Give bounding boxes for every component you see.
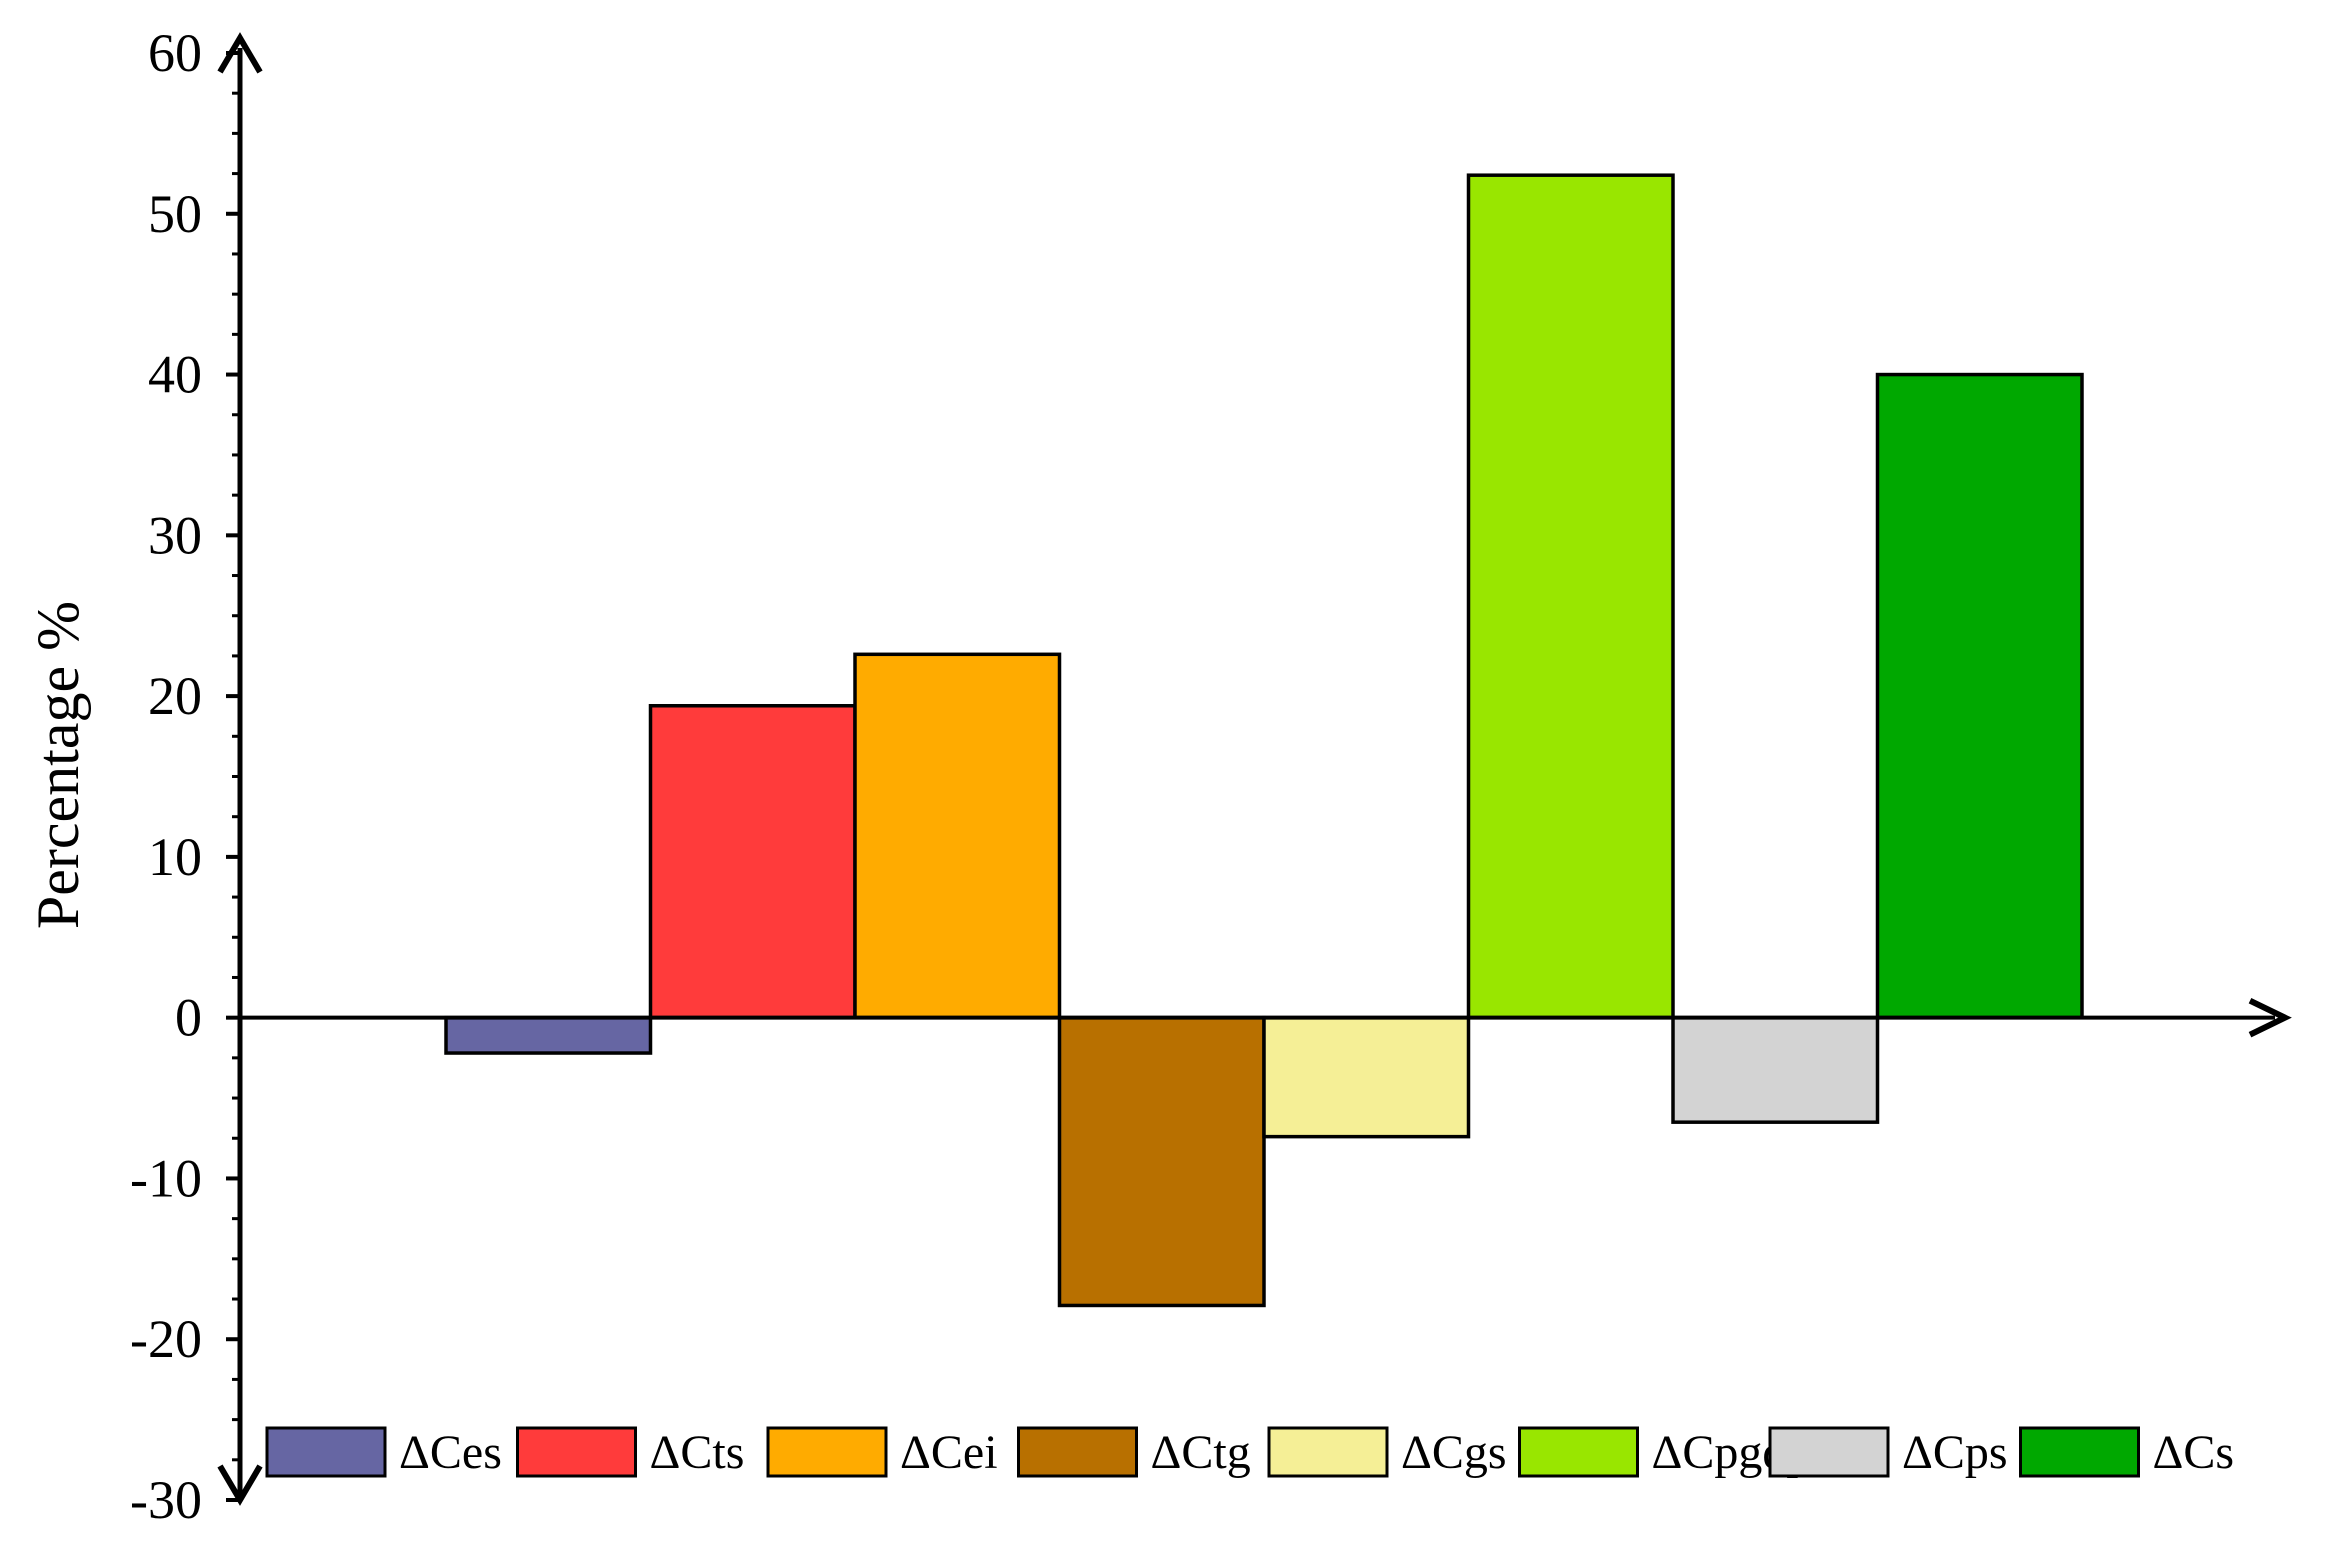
legend-label: ΔCtg [1151,1426,1251,1479]
x-axis-arrow [2248,997,2292,1038]
y-tick-label: 30 [148,505,202,565]
y-tick-label: 60 [148,23,202,83]
legend-label: ΔCes [399,1426,502,1479]
y-tick-label: 20 [148,666,202,726]
y-tick-label: -30 [130,1470,202,1530]
bar-2 [648,704,857,1020]
bar-1 [444,1015,653,1055]
bar-8 [1875,372,2084,1020]
legend-label: ΔCts [650,1426,745,1479]
legend-swatch [1768,1426,1890,1478]
y-tick-label: 40 [148,345,202,405]
bars [444,173,2084,1308]
legend-label: ΔCs [2153,1426,2235,1479]
legend-label: ΔCei [900,1426,998,1479]
legend-swatch [1518,1426,1639,1478]
y-tick-label: 0 [175,988,202,1048]
legend-label: ΔCps [1902,1426,2008,1479]
legend-swatch [1017,1426,1138,1478]
y-axis-ticks: -30 -20 -10 0 10 20 30 40 50 60 [130,23,240,1530]
y-tick-label: 50 [148,184,202,244]
legend-swatch [766,1426,888,1478]
y-axis-arrow-bottom [217,1464,263,1506]
bar-3 [853,652,1062,1020]
legend-swatch [2019,1426,2140,1478]
axes [217,32,2292,1506]
bar-6 [1466,173,1675,1020]
y-axis-title: Percentage % [25,601,91,929]
legend-swatch [265,1426,387,1478]
legend-swatch [516,1426,637,1478]
y-tick-label: -20 [130,1309,202,1369]
y-tick-label: -10 [130,1148,202,1208]
legend: ΔCes ΔCts ΔCei ΔCtg ΔCgs ΔCpgdp ΔCps ΔCs [265,1426,2235,1479]
legend-swatch [1267,1426,1389,1478]
legend-label: ΔCgs [1401,1426,1507,1479]
bar-5 [1262,1015,1471,1139]
y-axis-arrow-top [217,32,263,74]
y-tick-label: 10 [148,827,202,887]
bar-4 [1057,1015,1266,1308]
bar-7 [1671,1015,1880,1124]
